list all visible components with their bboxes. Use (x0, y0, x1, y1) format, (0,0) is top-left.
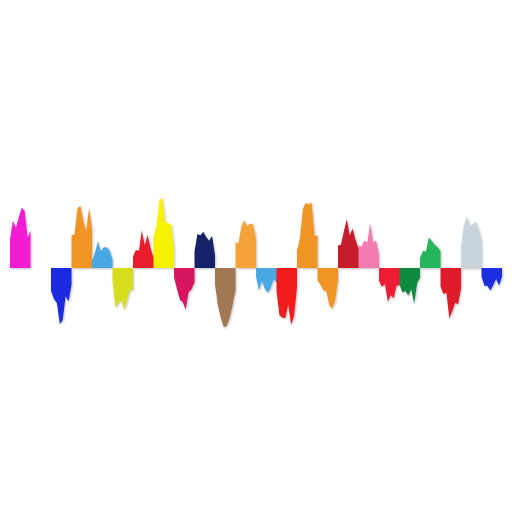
wave-segment-up (235, 220, 256, 268)
wave-segment-down (51, 268, 72, 325)
wave-segment-up (153, 197, 174, 268)
wave-segment-down (440, 268, 461, 319)
wave-segment-down (112, 268, 133, 310)
wave-segment-up (194, 231, 215, 268)
wave-segment-down (256, 268, 277, 293)
wave-segment-up (461, 216, 482, 268)
wave-segment-up (133, 230, 154, 268)
wave-segment-down (399, 268, 420, 304)
wave-segment-down (317, 268, 338, 309)
wave-segment-down (481, 268, 502, 291)
wave-segment-up (92, 241, 113, 268)
wave-segment-up (420, 237, 441, 268)
wave-segment-down (215, 268, 236, 328)
wave-segment-down (276, 268, 297, 325)
wave-segment-down (174, 268, 195, 310)
wave-segment-up (338, 219, 359, 268)
wave-segment-down (379, 268, 400, 302)
wave-segment-up (10, 207, 31, 268)
wave-segment-up (297, 202, 318, 268)
wave-segment-up (71, 205, 92, 268)
wave-segment-up (358, 223, 379, 268)
